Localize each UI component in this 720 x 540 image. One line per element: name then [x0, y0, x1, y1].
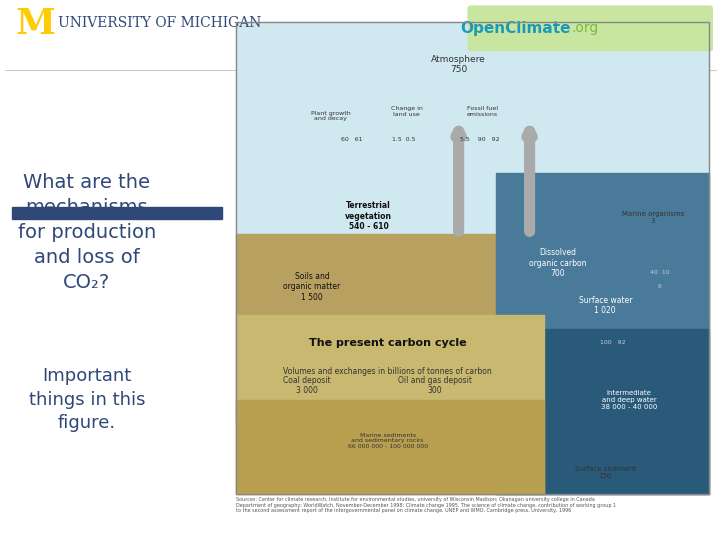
Text: Sources: Center for climate research, Institute for environmental studies, unive: Sources: Center for climate research, In…: [236, 497, 616, 514]
Text: UNIVERSITY OF MICHIGAN: UNIVERSITY OF MICHIGAN: [58, 16, 261, 30]
Bar: [236, 22, 709, 494]
Bar: [497, 173, 709, 494]
Text: 6: 6: [658, 284, 662, 289]
Bar: [236, 22, 709, 314]
Text: Surface sediment
150: Surface sediment 150: [575, 465, 636, 479]
Bar: [236, 400, 544, 494]
Text: 100   92: 100 92: [600, 340, 625, 346]
Bar: [497, 329, 709, 494]
Text: Change in
land use: Change in land use: [391, 106, 423, 117]
Text: The present carbon cycle: The present carbon cycle: [309, 338, 467, 348]
Bar: [236, 314, 544, 494]
Text: Surface water
1 020: Surface water 1 020: [579, 296, 632, 315]
Text: M: M: [16, 8, 55, 41]
Text: .org: .org: [571, 22, 598, 35]
Text: Dissolved
organic carbon
700: Dissolved organic carbon 700: [529, 248, 587, 278]
Bar: [236, 234, 544, 423]
Text: Volumes and exchanges in billions of tonnes of carbon: Volumes and exchanges in billions of ton…: [283, 367, 492, 375]
Text: Coal deposit
3 000: Coal deposit 3 000: [284, 376, 331, 395]
Text: Atmosphere
750: Atmosphere 750: [431, 55, 486, 74]
Text: 5.5    90   92: 5.5 90 92: [460, 137, 500, 142]
Text: Plant growth
and decay: Plant growth and decay: [311, 111, 351, 122]
Text: Intermediate
and deep water
38 000 - 40 000: Intermediate and deep water 38 000 - 40 …: [600, 390, 657, 410]
FancyBboxPatch shape: [467, 5, 713, 51]
Text: OpenClimate: OpenClimate: [461, 21, 571, 36]
Text: Fossil fuel
emissions: Fossil fuel emissions: [467, 106, 498, 117]
Text: Marine organisms
3: Marine organisms 3: [621, 211, 684, 224]
Text: Soils and
organic matter
1 500: Soils and organic matter 1 500: [283, 272, 341, 302]
Text: Oil and gas deposit
300: Oil and gas deposit 300: [398, 376, 472, 395]
Text: Terrestrial
vegetation
540 - 610: Terrestrial vegetation 540 - 610: [345, 201, 392, 231]
Text: What are the
mechanisms
for production
and loss of
CO₂?: What are the mechanisms for production a…: [18, 173, 156, 292]
Text: 1.5  0.5: 1.5 0.5: [392, 137, 416, 142]
Text: Important
things in this
figure.: Important things in this figure.: [29, 367, 145, 433]
Text: 60   61: 60 61: [341, 137, 363, 142]
Text: 40  10: 40 10: [650, 269, 670, 274]
Text: Marine sediments
and sedimentary rocks
66 000 000 - 100 000 000: Marine sediments and sedimentary rocks 6…: [348, 433, 428, 449]
Bar: [5, 0, 716, 70]
Bar: [12, 207, 222, 219]
